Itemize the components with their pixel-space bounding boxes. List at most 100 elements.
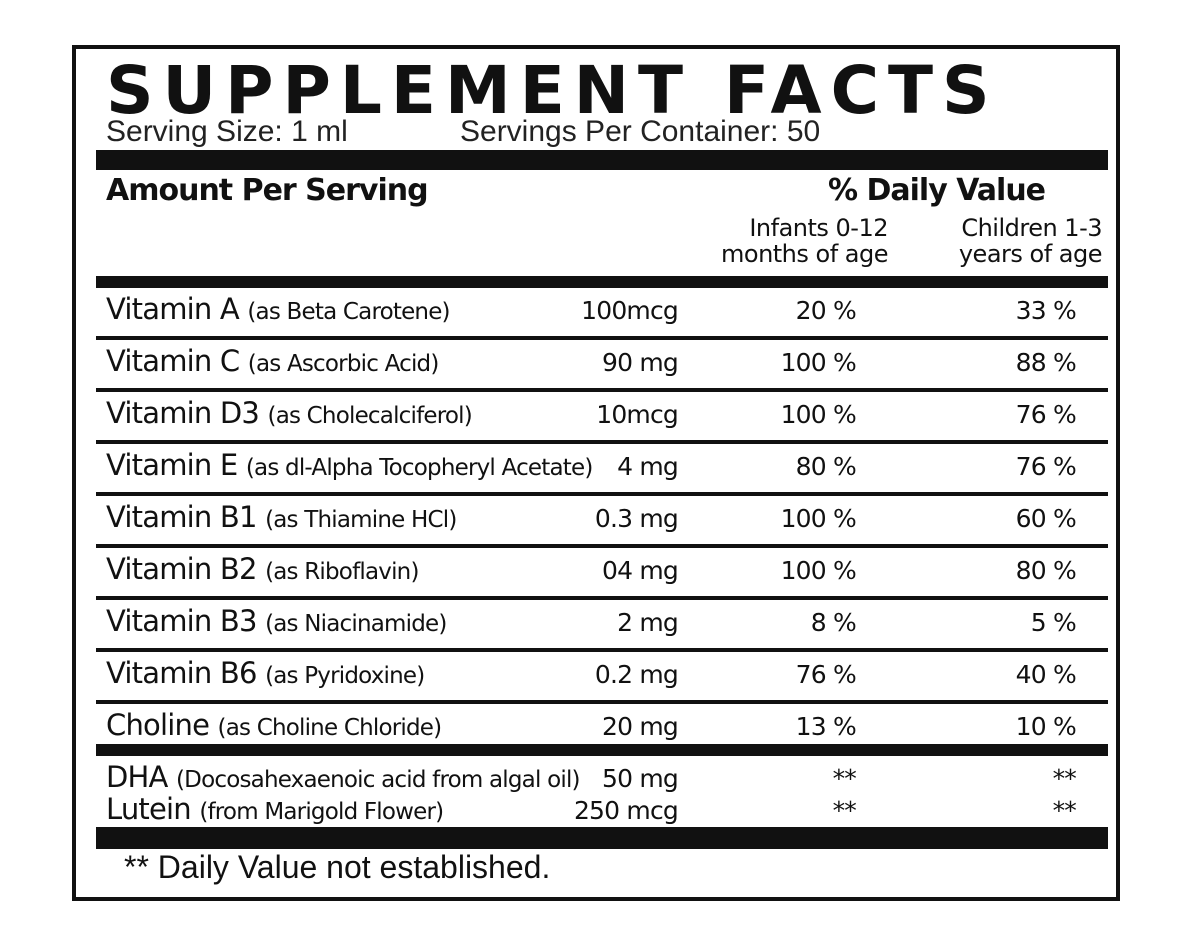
nutrient-name-cell: Choline (as Choline Chloride) <box>106 708 443 742</box>
infants-header-line1: Infants 0-12 <box>749 214 888 242</box>
children-daily-value: ** <box>1052 764 1077 793</box>
nutrient-source: (as Pyridoxine) <box>265 663 425 689</box>
row-divider <box>96 492 1108 496</box>
row-divider <box>96 648 1108 652</box>
children-daily-value: 80 % <box>1015 556 1077 585</box>
children-header-line1: Children 1-3 <box>961 214 1102 242</box>
nutrient-name-cell: Vitamin B1 (as Thiamine HCl) <box>106 500 457 534</box>
nutrient-source: (as Ascorbic Acid) <box>247 351 440 377</box>
nutrient-name: DHA <box>106 760 168 794</box>
children-daily-value: ** <box>1052 796 1077 825</box>
children-daily-value: 33 % <box>1015 296 1077 325</box>
nutrient-source: (as Riboflavin) <box>265 559 419 585</box>
nutrient-row: Vitamin B6 (as Pyridoxine) 0.2 mg 76 % 40 % <box>76 652 1124 700</box>
nutrient-name: Vitamin B3 <box>106 604 257 638</box>
infants-daily-value: 80 % <box>795 452 857 481</box>
amount-per-serving-header: Amount Per Serving <box>106 173 429 208</box>
nutrient-row: Vitamin D3 (as Cholecalciferol) 10mcg 100 … <box>76 392 1124 440</box>
nutrient-name: Choline <box>106 708 210 742</box>
nutrient-amount: 100mcg <box>581 296 679 325</box>
panel-title: SUPPLEMENT FACTS <box>106 52 999 129</box>
nutrient-amount: 2 mg <box>617 608 679 637</box>
nutrient-source: (as dl-Alpha Tocopheryl Acetate) <box>245 455 593 481</box>
nutrient-row: Vitamin A (as Beta Carotene) 100mcg 20 % 33… <box>76 288 1124 336</box>
nutrient-name-cell: Vitamin A (as Beta Carotene) <box>106 292 451 326</box>
supplement-facts-panel: SUPPLEMENT FACTS Serving Size: 1 ml Serv… <box>72 45 1120 901</box>
nutrient-amount: 50 mg <box>602 764 679 793</box>
children-column-header: Children 1-3 years of age <box>958 214 1103 268</box>
row-divider <box>96 388 1108 392</box>
infants-daily-value: ** <box>832 796 857 825</box>
nutrient-row: Vitamin B2 (as Riboflavin) 04 mg 100 % 80 % <box>76 548 1124 596</box>
servings-per-container: Servings Per Container: 50 <box>460 115 821 148</box>
thick-divider-top <box>96 150 1108 170</box>
children-daily-value: 10 % <box>1015 712 1077 741</box>
serving-size: Serving Size: 1 ml <box>106 115 348 148</box>
nutrient-source: (as Niacinamide) <box>265 611 447 637</box>
footnote: ** Daily Value not established. <box>124 849 551 885</box>
children-daily-value: 5 % <box>1030 608 1077 637</box>
nutrient-name: Vitamin C <box>106 344 240 378</box>
nutrient-source: (as Cholecalciferol) <box>267 403 473 429</box>
nutrient-row: DHA (Docosahexaenoic acid from algal oil… <box>76 756 1124 804</box>
nutrient-amount: 04 mg <box>602 556 679 585</box>
row-divider <box>96 700 1108 704</box>
nutrient-amount: 0.2 mg <box>594 660 679 689</box>
infants-daily-value: ** <box>832 764 857 793</box>
nutrient-name: Vitamin B2 <box>106 552 257 586</box>
nutrient-source: (as Beta Carotene) <box>247 299 450 325</box>
nutrient-name: Lutein <box>106 792 192 826</box>
nutrient-name-cell: DHA (Docosahexaenoic acid from algal oil… <box>106 760 581 794</box>
nutrient-name-cell: Lutein (from Marigold Flower) <box>106 792 444 826</box>
nutrient-row: Vitamin E (as dl-Alpha Tocopheryl Acetat… <box>76 444 1124 492</box>
nutrient-name: Vitamin D3 <box>106 396 260 430</box>
thick-divider-bottom <box>96 827 1108 849</box>
infants-header-line2: months of age <box>721 240 889 268</box>
nutrient-row: Lutein (from Marigold Flower) 250 mcg ** ** <box>76 788 1124 836</box>
nutrient-source: (as Thiamine HCl) <box>265 507 457 533</box>
nutrient-amount: 250 mcg <box>573 796 679 825</box>
row-divider <box>96 336 1108 340</box>
infants-daily-value: 100 % <box>780 556 857 585</box>
nutrient-name-cell: Vitamin B3 (as Niacinamide) <box>106 604 447 638</box>
nutrient-name-cell: Vitamin E (as dl-Alpha Tocopheryl Acetat… <box>106 448 593 482</box>
infants-daily-value: 100 % <box>780 348 857 377</box>
infants-daily-value: 100 % <box>780 504 857 533</box>
row-divider <box>96 544 1108 548</box>
children-daily-value: 76 % <box>1015 452 1077 481</box>
nutrient-name: Vitamin B6 <box>106 656 257 690</box>
row-divider <box>96 596 1108 600</box>
infants-daily-value: 76 % <box>795 660 857 689</box>
infants-daily-value: 20 % <box>795 296 857 325</box>
nutrient-name-cell: Vitamin C (as Ascorbic Acid) <box>106 344 439 378</box>
nutrient-amount: 0.3 mg <box>594 504 679 533</box>
daily-value-header: % Daily Value <box>828 173 1046 208</box>
nutrient-amount: 20 mg <box>602 712 679 741</box>
nutrient-row: Vitamin C (as Ascorbic Acid) 90 mg 100 % 88… <box>76 340 1124 388</box>
nutrient-row: Vitamin B1 (as Thiamine HCl) 0.3 mg 100 % 6… <box>76 496 1124 544</box>
nutrient-amount: 4 mg <box>617 452 679 481</box>
row-divider <box>96 440 1108 444</box>
nutrient-amount: 90 mg <box>602 348 679 377</box>
thick-divider-other <box>96 744 1108 756</box>
nutrient-name-cell: Vitamin B6 (as Pyridoxine) <box>106 656 425 690</box>
nutrient-name: Vitamin B1 <box>106 500 257 534</box>
nutrient-source: (as Choline Chloride) <box>217 715 443 741</box>
infants-column-header: Infants 0-12 months of age <box>721 214 889 268</box>
nutrient-name-cell: Vitamin D3 (as Cholecalciferol) <box>106 396 473 430</box>
nutrient-name-cell: Vitamin B2 (as Riboflavin) <box>106 552 419 586</box>
children-daily-value: 88 % <box>1015 348 1077 377</box>
nutrient-row: Vitamin B3 (as Niacinamide) 2 mg 8 % 5 % <box>76 600 1124 648</box>
nutrient-name: Vitamin A <box>106 292 240 326</box>
infants-daily-value: 100 % <box>780 400 857 429</box>
thick-divider-header <box>96 276 1108 288</box>
children-header-line2: years of age <box>958 240 1103 268</box>
nutrient-row: Choline (as Choline Chloride) 20 mg 13 % 10… <box>76 704 1124 752</box>
nutrient-source: (Docosahexaenoic acid from algal oil) <box>176 767 581 793</box>
nutrient-name: Vitamin E <box>106 448 238 482</box>
children-daily-value: 76 % <box>1015 400 1077 429</box>
infants-daily-value: 8 % <box>810 608 857 637</box>
infants-daily-value: 13 % <box>795 712 857 741</box>
children-daily-value: 60 % <box>1015 504 1077 533</box>
children-daily-value: 40 % <box>1015 660 1077 689</box>
